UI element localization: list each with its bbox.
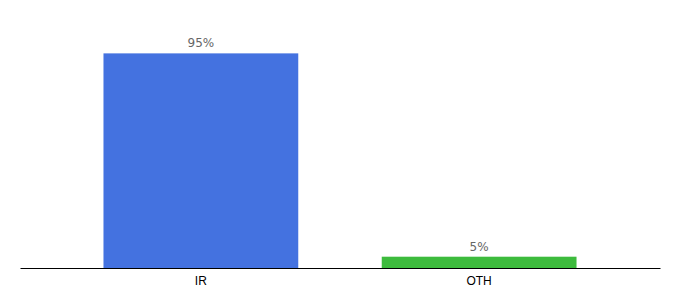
x-axis-line [21, 268, 661, 269]
data-label: 95% [188, 36, 215, 50]
x-axis: IR OTH [21, 269, 661, 288]
bar [382, 257, 577, 268]
chart: IR OTH 95% 5% [0, 0, 680, 300]
bar [103, 53, 298, 268]
data-labels: 95% 5% [188, 36, 489, 253]
plot: IR OTH 95% 5% [21, 36, 661, 287]
data-label: 5% [470, 240, 489, 254]
x-tick: OTH [466, 274, 491, 288]
x-tick-label: OTH [466, 274, 491, 288]
bars [103, 53, 576, 268]
x-tick-label: IR [195, 274, 207, 288]
x-tick: IR [195, 274, 207, 288]
